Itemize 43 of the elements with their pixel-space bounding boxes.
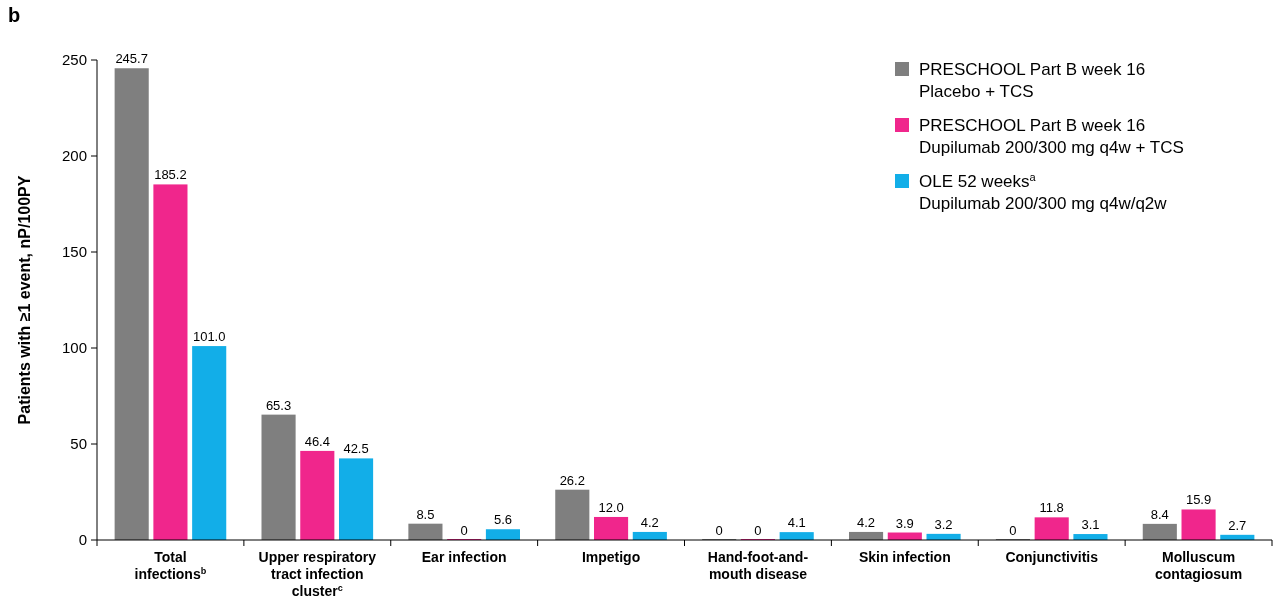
x-tick-label: Impetigo	[581, 549, 641, 565]
data-label: 3.2	[934, 516, 953, 532]
data-label: 46.4	[304, 433, 330, 449]
legend-label: PRESCHOOL Part B week 16 Dupilumab 200/300 mg q4w + TCS	[919, 116, 1184, 157]
data-label: 5.6	[493, 512, 512, 528]
data-label: 3.1	[1081, 517, 1100, 533]
data-label: 0	[715, 523, 723, 538]
y-tick-label: 150	[61, 243, 87, 261]
chart-title: b	[8, 4, 21, 26]
data-label: 8.5	[416, 506, 435, 522]
legend-label: PRESCHOOL Part B week 16 Placebo + TCS	[919, 60, 1146, 101]
data-label: 15.9	[1185, 492, 1212, 508]
x-tick-label: Skin infection	[858, 549, 951, 565]
y-tick-label: 200	[61, 147, 87, 165]
data-label: 4.2	[857, 514, 876, 530]
x-tick-label: Total infections$^{b}$	[134, 549, 207, 582]
legend-label: OLE 52 weeks$^{a}$ Dupilumab 200/300 mg q4w/q2w	[919, 171, 1168, 213]
x-tick-label: Conjunctivitis	[1005, 549, 1099, 565]
x-tick-label: Ear infection	[421, 549, 507, 565]
x-tick-label: Upper respiratory tract infection cluster$^{c}$	[258, 549, 377, 599]
y-axis-title: Patients with ≥1 event, nP/100PY	[16, 175, 33, 425]
data-label: 0	[460, 523, 468, 538]
y-tick-label: 250	[61, 51, 87, 69]
data-label: 4.1	[787, 515, 806, 531]
y-tick-label: 100	[61, 339, 87, 357]
data-label: 245.7	[115, 51, 148, 67]
data-label: 2.7	[1228, 517, 1247, 533]
data-label: 0	[1009, 523, 1017, 538]
data-label: 11.8	[1039, 500, 1064, 516]
data-label: 12.0	[598, 499, 624, 515]
x-tick-label: Molluscum contagiosum	[1155, 549, 1243, 582]
data-label: 3.9	[895, 515, 914, 531]
y-tick-label: 50	[70, 435, 87, 453]
y-tick-label: 0	[78, 531, 87, 549]
data-label: 8.4	[1150, 506, 1169, 522]
data-label: 0	[754, 523, 762, 538]
x-tick-label: Hand-foot-and- mouth disease	[707, 549, 809, 582]
data-label: 65.3	[265, 397, 292, 413]
data-label: 101.0	[192, 329, 226, 345]
data-label: 4.2	[640, 514, 659, 530]
data-label: 185.2	[154, 167, 187, 183]
data-label: 42.5	[343, 441, 369, 457]
data-label: 26.2	[559, 472, 585, 488]
